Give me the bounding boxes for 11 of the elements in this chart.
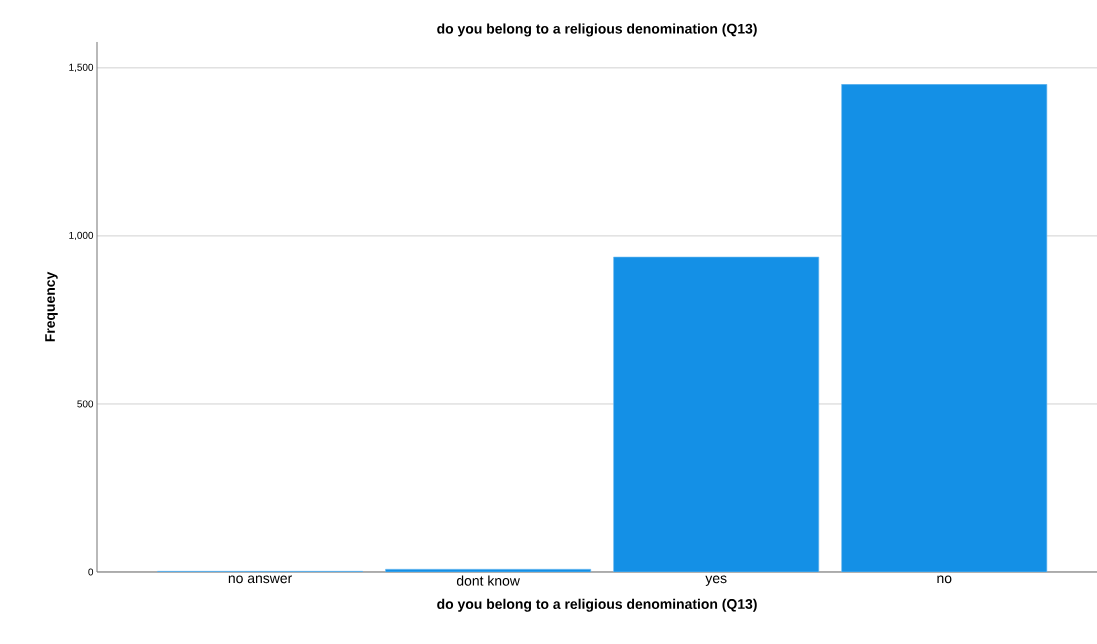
- x-tick-label: no answer: [228, 575, 292, 584]
- y-tick-label: 500: [77, 400, 94, 408]
- x-tick-label: no: [937, 575, 952, 584]
- chart-title: do you belong to a religious denomination (Q13): [437, 23, 757, 37]
- x-tick-label: dont know: [456, 575, 520, 586]
- y-axis-title: Frequency: [45, 271, 58, 342]
- x-axis-title: do you belong to a religious denomination (Q13): [437, 598, 757, 612]
- y-tick-label: 1,500: [69, 63, 94, 72]
- y-tick-label: 1,000: [69, 231, 94, 241]
- x-tick-label: yes: [705, 575, 727, 586]
- y-tick-label: 0: [88, 568, 94, 576]
